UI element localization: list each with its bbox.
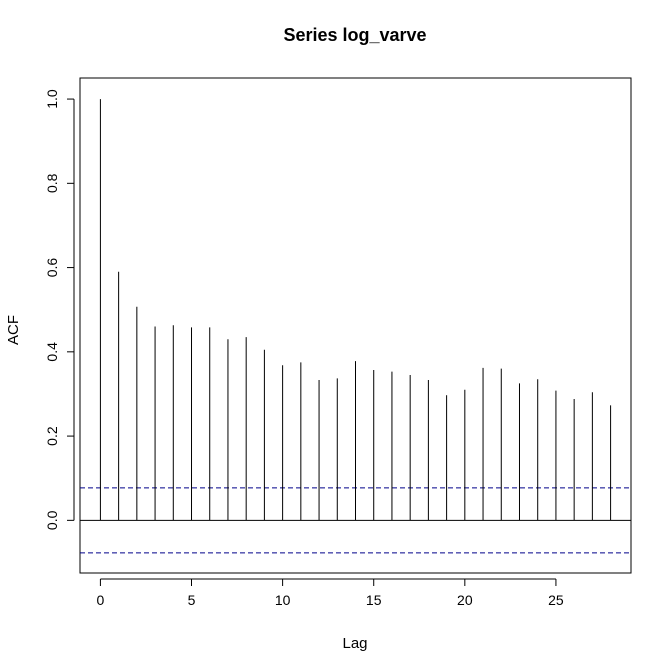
x-tick-label: 10 bbox=[275, 592, 291, 608]
y-tick-label: 0.0 bbox=[44, 510, 60, 530]
x-axis-label: Lag bbox=[342, 635, 367, 652]
y-tick-label: 0.8 bbox=[44, 173, 60, 193]
x-tick-label: 20 bbox=[457, 592, 473, 608]
plot-frame bbox=[79, 77, 632, 574]
chart-title: Series log_varve bbox=[283, 25, 426, 45]
y-axis-label: ACF bbox=[5, 315, 22, 345]
y-tick-label: 1.0 bbox=[44, 89, 60, 109]
x-tick-label: 0 bbox=[97, 592, 105, 608]
plot-area: 0 5 10 15 20 25 0.0 0.2 0.4 0.6 0.8 1.0 bbox=[44, 77, 632, 608]
y-tick-label: 0.6 bbox=[44, 258, 60, 278]
x-tick-label: 15 bbox=[366, 592, 382, 608]
y-tick-label: 0.2 bbox=[44, 426, 60, 446]
y-tick-label: 0.4 bbox=[44, 342, 60, 362]
x-tick-label: 5 bbox=[188, 592, 196, 608]
x-tick-label: 25 bbox=[548, 592, 564, 608]
